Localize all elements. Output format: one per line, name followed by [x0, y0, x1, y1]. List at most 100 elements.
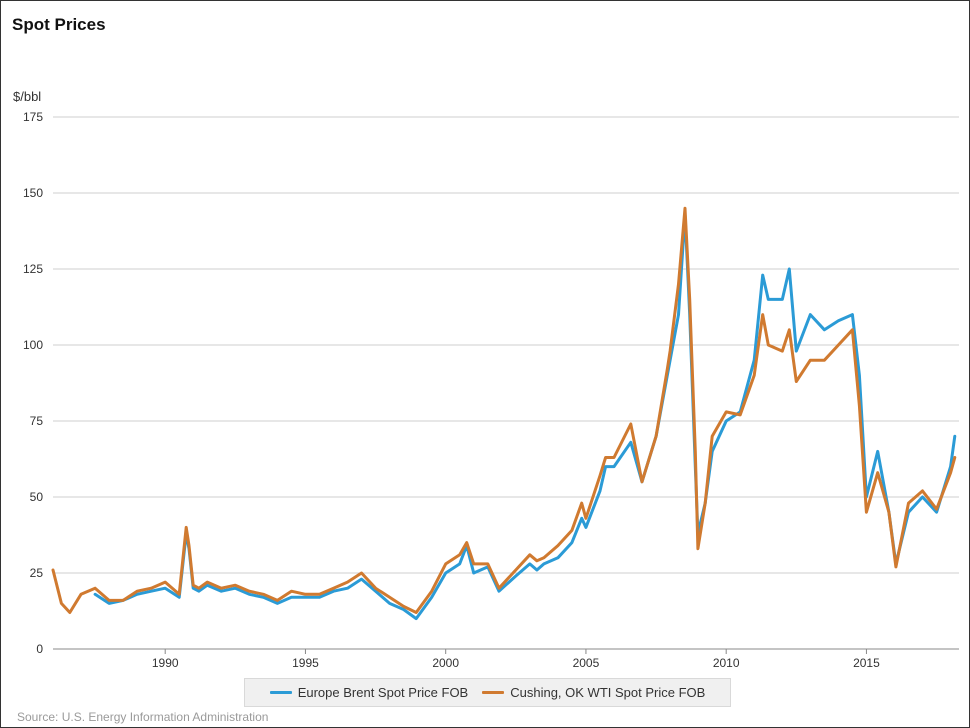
data-point-wti — [809, 359, 812, 362]
data-point-brent — [935, 511, 938, 514]
data-point-wti — [80, 593, 82, 596]
data-point-brent — [94, 593, 96, 596]
source-note: Source: U.S. Energy Information Administ… — [17, 710, 269, 724]
data-point-wti — [346, 581, 349, 583]
y-tick-label: 75 — [30, 414, 44, 428]
data-point-brent — [374, 590, 377, 593]
data-point-wti — [669, 350, 671, 352]
data-point-brent — [108, 602, 110, 605]
data-point-brent — [528, 563, 531, 565]
data-point-wti — [557, 544, 559, 547]
data-point-wti — [388, 596, 391, 599]
data-point-wti — [907, 502, 910, 504]
data-point-wti — [655, 435, 657, 438]
data-point-wti — [136, 590, 139, 593]
data-point-wti — [164, 581, 167, 583]
data-point-wti — [206, 581, 209, 583]
data-point-brent — [332, 590, 335, 593]
data-point-wti — [953, 456, 956, 459]
data-point-brent — [234, 587, 237, 590]
y-tick-label: 25 — [30, 566, 44, 580]
data-point-wti — [276, 599, 279, 602]
legend-item-brent: Europe Brent Spot Price FOB — [269, 685, 468, 700]
data-point-wti — [851, 328, 854, 331]
data-point-wti — [677, 283, 680, 286]
data-point-brent — [536, 569, 538, 571]
data-point-brent — [290, 596, 293, 599]
data-point-brent — [604, 465, 607, 468]
legend-swatch-brent — [269, 691, 292, 694]
x-tick-label: 2010 — [713, 656, 740, 670]
data-point-brent — [198, 590, 200, 593]
data-point-brent — [444, 572, 447, 574]
data-point-brent — [498, 590, 500, 593]
data-point-brent — [725, 420, 728, 422]
data-point-wti — [571, 529, 573, 532]
legend-label-wti: Cushing, OK WTI Spot Price FOB — [510, 685, 706, 700]
data-point-brent — [753, 359, 756, 362]
data-point-brent — [580, 517, 583, 520]
data-point-brent — [472, 572, 475, 574]
data-point-wti — [876, 471, 879, 474]
data-point-brent — [304, 596, 307, 599]
data-point-wti — [753, 374, 756, 377]
data-point-wti — [498, 587, 500, 590]
data-point-wti — [921, 490, 924, 492]
data-point-brent — [781, 298, 784, 301]
data-point-brent — [571, 541, 573, 544]
data-point-wti — [150, 587, 153, 590]
data-point-brent — [788, 268, 791, 270]
data-point-wti — [666, 368, 669, 371]
data-point-wti — [465, 541, 468, 544]
data-point-brent — [388, 602, 391, 605]
data-point-brent — [346, 587, 349, 590]
data-point-wti — [704, 502, 707, 504]
data-point-brent — [767, 298, 770, 301]
chart-title: Spot Prices — [12, 15, 106, 34]
data-point-brent — [458, 563, 461, 565]
y-tick-label: 125 — [23, 262, 43, 276]
data-point-wti — [318, 593, 321, 596]
data-point-wti — [185, 526, 188, 529]
data-point-brent — [823, 328, 826, 331]
data-point-wti — [536, 559, 538, 562]
data-point-wti — [725, 411, 728, 413]
data-point-brent — [514, 575, 517, 577]
data-point-wti — [543, 556, 545, 559]
data-point-brent — [220, 590, 223, 593]
data-point-wti — [935, 508, 938, 511]
chart-legend: Europe Brent Spot Price FOB Cushing, OK … — [244, 678, 731, 707]
data-point-wti — [458, 553, 461, 556]
data-point-wti — [823, 359, 826, 362]
data-point-wti — [290, 590, 293, 593]
data-point-wti — [858, 404, 861, 407]
data-point-brent — [585, 526, 587, 529]
data-point-wti — [949, 471, 952, 474]
legend-swatch-wti — [482, 691, 505, 694]
data-point-wti — [430, 590, 433, 593]
data-point-brent — [150, 590, 153, 593]
x-tick-label: 2015 — [853, 656, 880, 670]
data-point-wti — [262, 593, 265, 596]
data-point-wti — [374, 587, 377, 590]
data-point-brent — [402, 608, 405, 611]
data-point-wti — [629, 423, 632, 425]
data-point-wti — [68, 611, 71, 614]
data-point-brent — [415, 617, 418, 620]
data-point-wti — [52, 569, 54, 571]
data-point-brent — [809, 313, 812, 316]
data-point-wti — [604, 456, 607, 459]
data-point-wti — [781, 350, 784, 352]
data-point-wti — [795, 380, 798, 383]
data-point-brent — [858, 374, 861, 377]
data-point-wti — [684, 207, 686, 210]
data-point-wti — [528, 553, 531, 556]
y-axis-unit-label: $/bbl — [13, 89, 42, 104]
data-point-wti — [613, 456, 615, 459]
data-point-wti — [865, 511, 868, 514]
data-point-brent — [192, 587, 195, 590]
data-point-wti — [895, 566, 897, 568]
data-point-wti — [108, 599, 110, 602]
